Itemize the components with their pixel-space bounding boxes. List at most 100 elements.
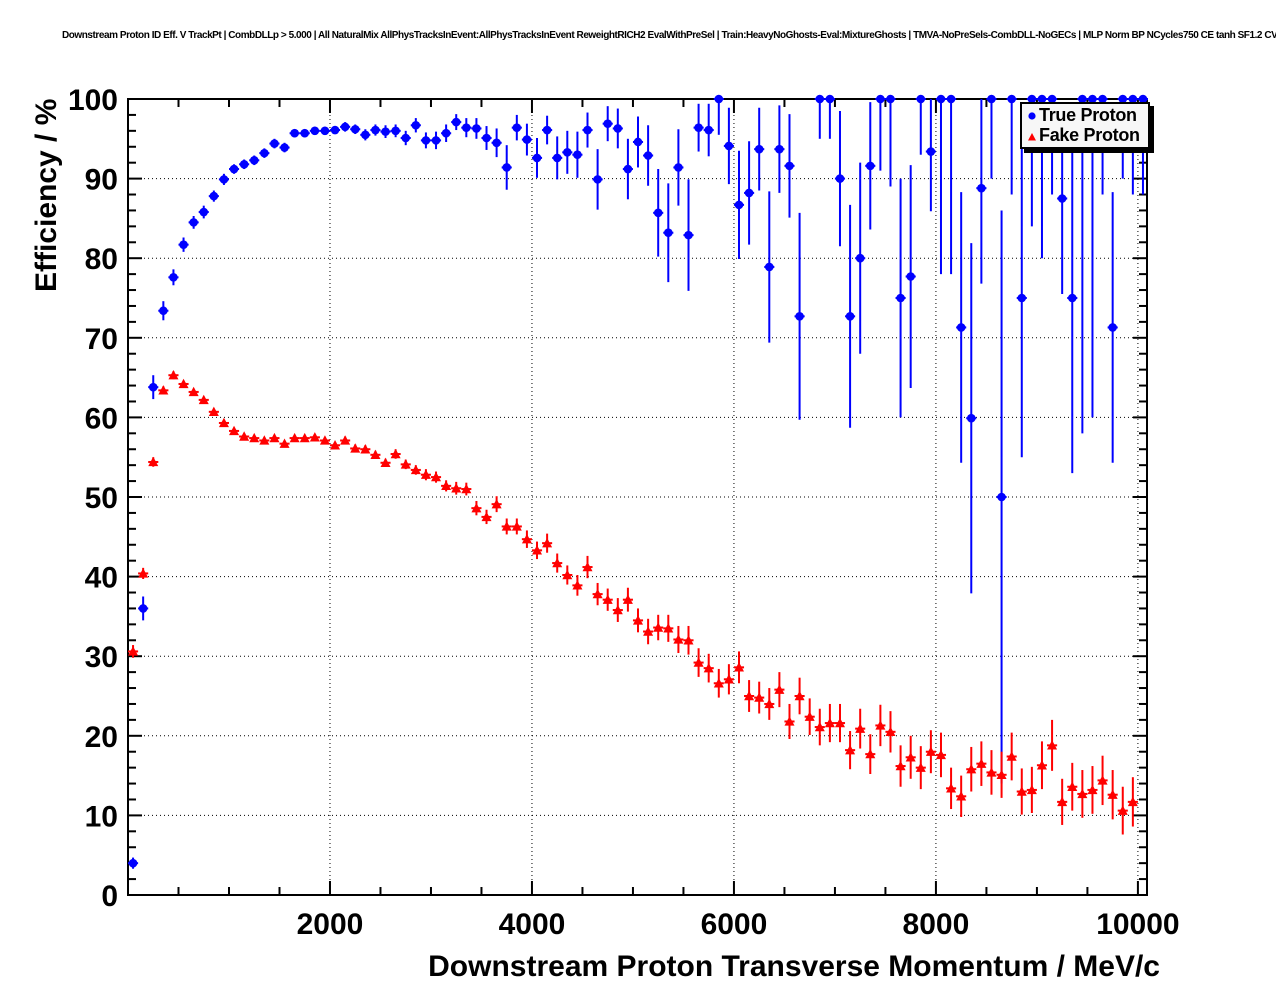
legend-box: True Proton Fake Proton	[1020, 102, 1150, 149]
data-point-marker	[360, 444, 371, 454]
data-point-marker	[229, 425, 240, 436]
data-point-marker	[330, 125, 340, 135]
data-point-marker	[249, 155, 259, 165]
data-point-marker	[784, 716, 795, 726]
data-point-marker	[926, 147, 936, 156]
data-point-marker	[482, 133, 491, 143]
data-point-marker	[613, 124, 623, 133]
data-point-marker	[178, 378, 189, 389]
data-point-marker	[834, 717, 845, 728]
data-point-marker	[350, 124, 360, 134]
data-point-marker	[865, 161, 875, 171]
data-point-marker	[1036, 760, 1047, 770]
data-point-marker	[602, 594, 613, 604]
data-point-marker	[159, 306, 168, 316]
data-point-marker	[915, 762, 926, 772]
data-point-marker	[188, 386, 199, 397]
data-point-marker	[1057, 796, 1068, 807]
data-point-marker	[764, 698, 775, 709]
data-point-marker	[370, 449, 381, 460]
data-point-marker	[310, 126, 320, 136]
data-point-marker	[885, 726, 896, 737]
y-tick-label: 20	[85, 721, 118, 754]
data-point-marker	[1098, 94, 1107, 104]
data-point-marker	[229, 164, 239, 174]
data-point-marker	[532, 153, 542, 163]
data-point-marker	[208, 406, 219, 417]
data-point-marker	[623, 164, 633, 174]
data-point-marker	[1117, 805, 1128, 815]
data-point-marker	[562, 569, 573, 580]
data-point-marker	[218, 417, 229, 428]
x-axis-title: Downstream Proton Transverse Momentum / …	[428, 950, 1160, 983]
data-point-marker	[1118, 94, 1128, 104]
data-point-marker	[875, 720, 886, 730]
data-point-marker	[401, 133, 411, 143]
data-point-marker	[876, 94, 885, 104]
data-point-marker	[168, 370, 179, 380]
data-point-marker	[653, 622, 664, 632]
data-point-marker	[684, 230, 693, 240]
data-point-marker	[835, 174, 845, 183]
data-point-marker	[361, 130, 370, 140]
data-point-marker	[169, 273, 178, 282]
y-tick-label: 70	[85, 323, 118, 356]
x-tick-label: 10000	[1096, 908, 1179, 941]
data-point-marker	[249, 432, 260, 443]
data-point-marker	[371, 125, 380, 135]
data-point-marker	[1128, 94, 1138, 104]
data-point-marker	[300, 128, 310, 138]
data-point-marker	[462, 123, 471, 132]
data-point-marker	[703, 662, 714, 673]
data-point-marker	[289, 432, 300, 443]
data-point-marker	[390, 448, 401, 459]
data-point-marker	[279, 438, 290, 448]
data-point-marker	[845, 312, 855, 321]
data-point-marker	[1047, 740, 1058, 750]
data-point-marker	[583, 125, 592, 135]
data-point-marker	[1037, 94, 1047, 104]
data-point-marker	[593, 175, 602, 184]
data-point-marker	[1017, 293, 1027, 303]
series-fake-proton	[128, 370, 1138, 835]
true-proton-marker-icon	[1028, 112, 1036, 120]
data-point-marker	[260, 148, 269, 158]
data-point-marker	[179, 240, 188, 249]
data-point-marker	[1067, 781, 1078, 791]
y-tick-label: 80	[85, 243, 118, 276]
data-point-marker	[956, 323, 966, 332]
data-point-marker	[693, 657, 704, 667]
data-point-marker	[451, 483, 462, 493]
data-point-marker	[1067, 293, 1077, 303]
data-point-marker	[865, 748, 876, 759]
data-point-marker	[512, 123, 522, 132]
data-point-marker	[775, 144, 784, 154]
data-point-marker	[612, 604, 623, 615]
data-point-marker	[946, 94, 956, 104]
data-point-marker	[896, 293, 905, 303]
data-point-marker	[966, 413, 976, 423]
data-point-marker	[1088, 94, 1097, 104]
data-point-marker	[350, 443, 361, 453]
data-point-marker	[552, 153, 562, 163]
data-point-marker	[1108, 323, 1117, 332]
data-point-marker	[411, 120, 421, 130]
data-point-marker	[643, 151, 653, 160]
data-point-marker	[138, 568, 149, 578]
data-point-marker	[1016, 786, 1027, 796]
x-tick-label: 8000	[903, 908, 970, 941]
data-point-marker	[966, 764, 977, 774]
data-point-marker	[1097, 775, 1108, 785]
data-point-marker	[492, 138, 501, 148]
data-point-marker	[905, 752, 916, 762]
data-point-marker	[319, 435, 330, 445]
data-point-marker	[724, 141, 734, 151]
data-point-marker	[1077, 788, 1088, 799]
data-point-marker	[855, 723, 866, 733]
data-point-marker	[1027, 94, 1037, 104]
data-point-marker	[198, 394, 209, 405]
data-point-marker	[815, 94, 825, 104]
data-point-marker	[309, 432, 320, 442]
data-point-marker	[259, 435, 270, 445]
data-point-marker	[633, 615, 644, 625]
